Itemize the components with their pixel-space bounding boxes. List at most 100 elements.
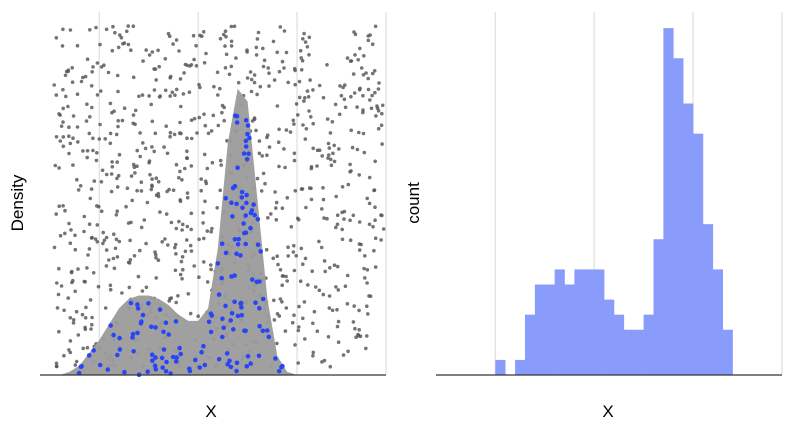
background-point bbox=[202, 152, 207, 157]
background-point bbox=[267, 145, 272, 149]
histogram-bar bbox=[544, 284, 555, 375]
background-point bbox=[321, 95, 326, 100]
background-point bbox=[254, 45, 259, 50]
background-point bbox=[315, 329, 320, 334]
background-point bbox=[185, 224, 190, 229]
background-point bbox=[367, 175, 372, 180]
highlight-point bbox=[241, 151, 247, 156]
background-point bbox=[277, 127, 281, 132]
histogram-bar bbox=[574, 269, 585, 375]
highlight-point bbox=[243, 213, 248, 218]
histogram-bar bbox=[604, 299, 615, 375]
highlight-point bbox=[239, 312, 245, 318]
background-point bbox=[106, 70, 111, 75]
background-point bbox=[201, 221, 205, 225]
background-point bbox=[335, 264, 340, 269]
histogram-bars bbox=[495, 28, 733, 376]
background-point bbox=[284, 274, 288, 279]
background-point bbox=[215, 206, 219, 210]
background-point bbox=[125, 186, 130, 190]
background-point bbox=[319, 245, 324, 250]
histogram-bar bbox=[564, 284, 575, 375]
background-point bbox=[55, 281, 59, 285]
background-point bbox=[61, 120, 65, 124]
background-point bbox=[358, 46, 362, 51]
background-point bbox=[357, 173, 362, 177]
background-point bbox=[178, 120, 182, 125]
background-point bbox=[116, 124, 120, 129]
background-point bbox=[99, 209, 104, 213]
background-point bbox=[152, 88, 157, 92]
background-point bbox=[185, 156, 189, 160]
background-point bbox=[357, 130, 361, 135]
background-point bbox=[329, 157, 333, 162]
background-point bbox=[168, 134, 172, 139]
background-point bbox=[178, 199, 183, 203]
background-point bbox=[352, 30, 356, 34]
background-point bbox=[186, 292, 191, 296]
background-point bbox=[365, 334, 369, 338]
background-point bbox=[167, 187, 171, 192]
background-point bbox=[340, 237, 345, 242]
background-point bbox=[179, 104, 183, 109]
background-point bbox=[85, 266, 89, 270]
background-point bbox=[202, 61, 207, 65]
background-point bbox=[70, 269, 74, 274]
background-point bbox=[111, 256, 116, 261]
background-point bbox=[327, 153, 331, 157]
background-point bbox=[343, 105, 348, 110]
background-point bbox=[273, 190, 277, 194]
background-point bbox=[353, 53, 357, 57]
highlight-point bbox=[235, 165, 240, 170]
background-point bbox=[195, 131, 199, 135]
background-point bbox=[201, 211, 205, 215]
background-point bbox=[156, 194, 161, 199]
background-point bbox=[89, 327, 93, 331]
background-point bbox=[328, 364, 333, 369]
background-point bbox=[222, 105, 226, 110]
background-point bbox=[59, 124, 64, 128]
highlight-point bbox=[174, 355, 179, 360]
background-point bbox=[303, 337, 307, 341]
background-point bbox=[216, 123, 221, 128]
background-point bbox=[147, 160, 151, 165]
background-point bbox=[129, 48, 133, 52]
background-point bbox=[96, 284, 101, 289]
background-point bbox=[98, 122, 102, 127]
background-point bbox=[153, 250, 157, 254]
background-point bbox=[130, 198, 134, 203]
background-point bbox=[296, 113, 300, 117]
background-point bbox=[264, 247, 269, 252]
background-point bbox=[94, 25, 98, 30]
background-point bbox=[75, 177, 79, 182]
background-point bbox=[272, 78, 277, 82]
highlight-point bbox=[229, 274, 234, 279]
background-point bbox=[127, 285, 132, 290]
highlight-point bbox=[234, 201, 239, 207]
background-point bbox=[63, 208, 67, 213]
background-point bbox=[99, 180, 104, 184]
highlight-point bbox=[161, 329, 166, 335]
background-point bbox=[363, 254, 367, 258]
background-point bbox=[144, 285, 149, 290]
background-point bbox=[189, 249, 194, 253]
background-point bbox=[188, 311, 193, 316]
background-point bbox=[154, 78, 158, 82]
background-point bbox=[67, 221, 71, 226]
background-point bbox=[252, 80, 257, 85]
background-point bbox=[95, 223, 100, 227]
highlight-point bbox=[152, 363, 158, 369]
background-point bbox=[177, 49, 181, 53]
background-point bbox=[117, 239, 122, 244]
background-point bbox=[57, 112, 61, 116]
background-point bbox=[189, 211, 194, 216]
background-point bbox=[254, 53, 259, 57]
highlight-point bbox=[160, 365, 165, 370]
background-point bbox=[163, 57, 168, 61]
background-point bbox=[52, 83, 56, 87]
background-point bbox=[227, 72, 232, 77]
background-point bbox=[119, 35, 124, 40]
histogram-bar bbox=[554, 269, 565, 375]
highlight-point bbox=[248, 225, 253, 231]
background-point bbox=[311, 121, 316, 126]
